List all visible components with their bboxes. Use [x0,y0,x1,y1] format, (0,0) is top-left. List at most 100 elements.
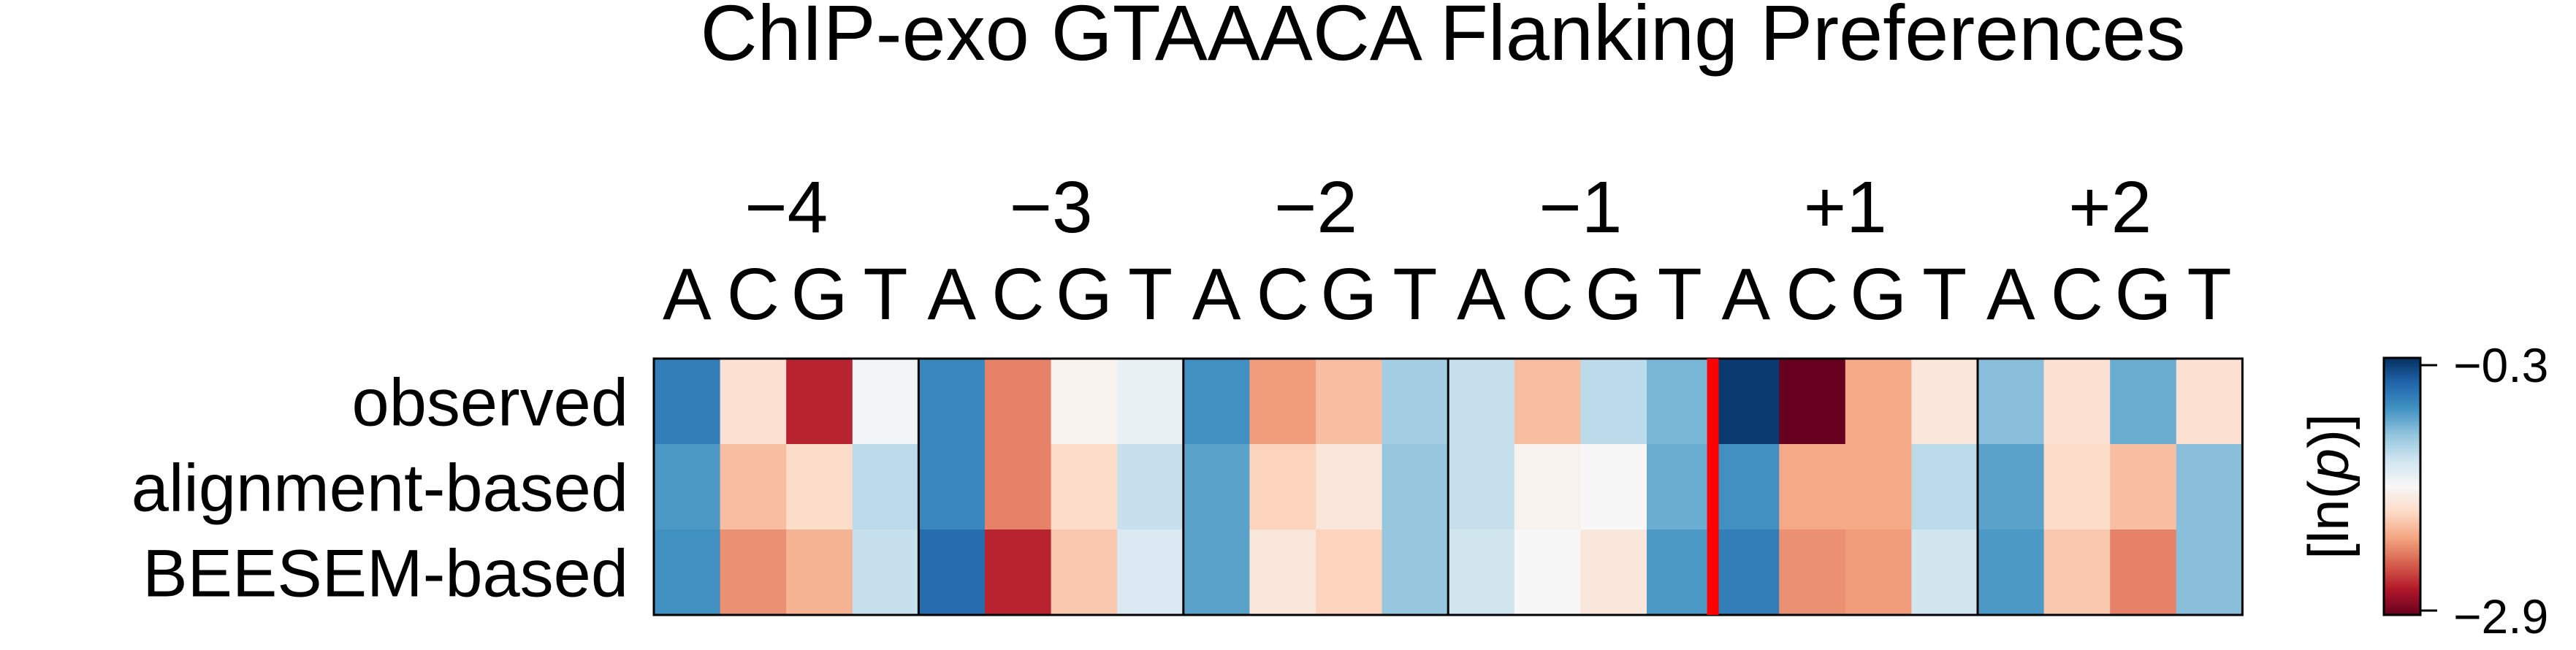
base-label: G [1850,253,1907,335]
base-label: G [1585,253,1642,335]
heatmap-cell [1382,444,1449,530]
heatmap-cell [1580,359,1647,445]
base-label: T [1658,253,1702,335]
heatmap-cell [2110,444,2177,530]
base-label: G [2115,253,2172,335]
heatmap-cell [1514,529,1581,616]
heatmap-cell [918,359,986,445]
heatmap-cell [786,359,853,445]
heatmap-cell [1382,529,1449,616]
base-label: C [727,253,780,335]
heatmap-cell [1249,529,1316,616]
heatmap-cell [720,529,787,616]
colorbar-max-label: −0.3 [2453,338,2548,392]
heatmap-cell [1978,529,2045,616]
heatmap-cell [1647,529,1714,616]
heatmap-cell [1712,529,1780,616]
heatmap-cell [2043,359,2111,445]
heatmap-cell [1249,359,1316,445]
base-label: C [1786,253,1838,335]
heatmap-cell [1183,529,1250,616]
heatmap-cell [1249,444,1316,530]
heatmap-cell [918,529,986,616]
heatmap-cell [1580,444,1647,530]
heatmap-cell [1779,444,1846,530]
heatmap-cell [1845,529,1912,616]
heatmap-cell [786,444,853,530]
heatmap-cell [654,444,721,530]
heatmap-cell [1514,359,1581,445]
chart-title: ChIP-exo GTAAACA Flanking Preferences [701,0,2186,77]
heatmap-cell [1316,359,1383,445]
position-label: +1 [1804,167,1887,248]
heatmap-cell [985,529,1052,616]
heatmap-cell [1978,444,2045,530]
heatmap-cells [654,359,2243,616]
heatmap-cell [1647,444,1714,530]
base-label: T [864,253,908,335]
base-label: T [1922,253,1967,335]
heatmap-cell [1117,444,1184,530]
heatmap-grid-lines [652,357,2244,616]
base-label: A [1457,253,1506,335]
heatmap-cell [1183,444,1250,530]
row-labels: observed alignment-based BEESEM-based [132,366,628,611]
base-label: G [1320,253,1377,335]
heatmap-cell [985,359,1052,445]
position-label: +2 [2068,167,2152,248]
heatmap-cell [1051,444,1118,530]
colorbar: −0.3 −2.9 [ln(p)] [2296,338,2548,643]
heatmap-cell [1117,529,1184,616]
heatmap-cell [1911,444,1978,530]
base-label: T [1128,253,1173,335]
base-label: C [991,253,1044,335]
heatmap-cell [1448,359,1515,445]
heatmap-cell [1382,359,1449,445]
heatmap-cell [1779,529,1846,616]
heatmap-cell [2176,529,2243,616]
base-label: T [2187,253,2232,335]
heatmap-cell [1978,359,2045,445]
heatmap-cell [1316,444,1383,530]
colorbar-gradient [2382,356,2422,616]
heatmap-cell [654,359,721,445]
base-label: A [663,253,712,335]
heatmap-cell [1911,529,1978,616]
base-label: C [1257,253,1309,335]
position-label: −2 [1274,167,1357,248]
heatmap-cell [1051,359,1118,445]
base-label: C [1521,253,1574,335]
heatmap-cell [918,444,986,530]
heatmap-cell [2176,359,2243,445]
heatmap-cell [720,359,787,445]
colorbar-axis-label: [ln(p)] [2296,413,2360,559]
base-label: A [927,253,976,335]
heatmap-cell [1712,444,1780,530]
base-label: T [1392,253,1437,335]
base-label: G [791,253,848,335]
colorbar-min-label: −2.9 [2453,589,2548,643]
position-labels: −4 −3 −2 −1 +1 +2 [744,167,2152,248]
base-label: A [1722,253,1771,335]
base-label: A [1192,253,1241,335]
position-label: −3 [1010,167,1093,248]
position-label: −1 [1539,167,1622,248]
heatmap-cell [1845,444,1912,530]
heatmap-cell [1183,359,1250,445]
heatmap-cell [985,444,1052,530]
heatmap-cell [1448,529,1515,616]
heatmap-cell [1051,529,1118,616]
heatmap-cell [852,444,919,530]
heatmap-cell [1117,359,1184,445]
heatmap-cell [1448,444,1515,530]
heatmap-cell [2043,529,2111,616]
heatmap-cell [2176,444,2243,530]
heatmap-cell [720,444,787,530]
heatmap-cell [1514,444,1581,530]
heatmap-cell [852,529,919,616]
position-label: −4 [744,167,828,248]
heatmap-cell [1845,359,1912,445]
heatmap-cell [1911,359,1978,445]
heatmap-cell [1316,529,1383,616]
